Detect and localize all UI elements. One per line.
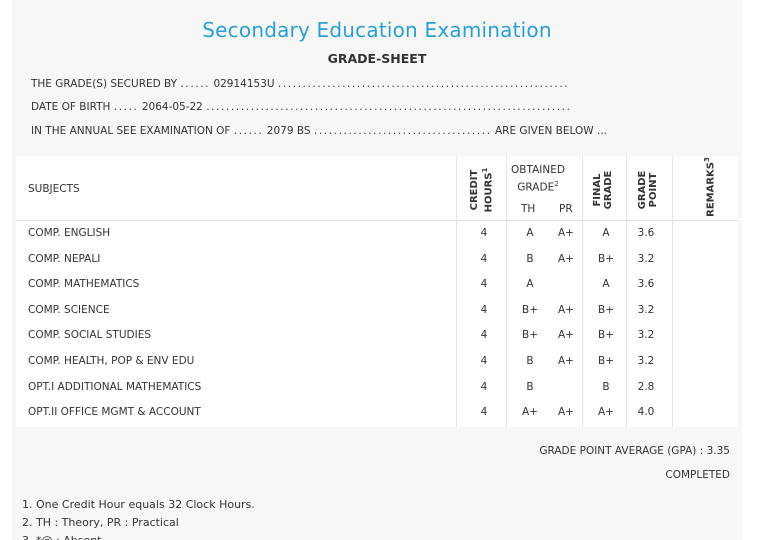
- theory-grade-cell: B: [526, 355, 534, 367]
- theory-grade-cell: B: [526, 380, 534, 393]
- footnote-theory-practical: 2. TH : Theory, PR : Practical: [22, 516, 179, 529]
- subject-cell: OPT.I ADDITIONAL MATHEMATICS: [28, 380, 202, 393]
- credit-hours-cell: 4: [480, 380, 488, 393]
- info-label: DATE OF BIRTH: [31, 101, 111, 113]
- theory-grade-cell: A: [526, 278, 534, 291]
- footnote-absent: 3. *@ : Absent: [22, 532, 255, 540]
- credit-hours-cell: 4: [480, 227, 488, 239]
- practical-grade-cell: A+: [558, 329, 574, 342]
- credit-hours-cell: 4: [480, 278, 488, 291]
- info-dots: ........................................…: [206, 101, 572, 113]
- final-grade-cell: A: [602, 278, 610, 291]
- theory-grade-cell: B+: [521, 329, 538, 342]
- header-grade-point: GRADE POINT: [637, 170, 659, 210]
- grade-point-cell: 4.0: [637, 406, 655, 419]
- table-row: COMP. NEPALI 4 B A+ B+ 3.2: [16, 247, 738, 272]
- gpa-value: 3.35: [706, 445, 730, 457]
- footnote-credit-hours: 1. One Credit Hour equals 32 Clock Hours…: [22, 498, 255, 511]
- info-dots: .....: [113, 101, 139, 113]
- page-title: Secondary Education Examination: [202, 18, 552, 42]
- info-dots: ......: [180, 78, 211, 90]
- info-label: IN THE ANNUAL SEE EXAMINATION OF: [31, 125, 231, 137]
- column-divider: [506, 156, 507, 427]
- date-of-birth-value: 2064-05-22: [141, 101, 203, 113]
- credit-hours-cell: 4: [480, 329, 488, 342]
- practical-grade-cell: A+: [558, 355, 574, 367]
- header-final-grade: FINAL GRADE: [592, 170, 614, 210]
- subject-cell: COMP. MATHEMATICS: [28, 278, 140, 291]
- subject-cell: COMP. SCIENCE: [28, 303, 110, 316]
- theory-grade-cell: B+: [521, 303, 538, 316]
- final-grade-cell: B+: [597, 303, 614, 316]
- grade-point-cell: 3.2: [637, 329, 655, 342]
- info-dots: ........................................…: [277, 78, 570, 90]
- practical-grade-cell: A+: [558, 227, 574, 239]
- result-status: COMPLETED: [665, 469, 730, 481]
- final-grade-cell: A+: [598, 406, 614, 419]
- subject-cell: OPT.II OFFICE MGMT & ACCOUNT: [28, 406, 201, 419]
- table-row: COMP. ENGLISH 4 A A+ A 3.6: [16, 221, 738, 246]
- subject-cell: COMP. ENGLISH: [28, 227, 111, 239]
- credit-hours-cell: 4: [480, 303, 488, 316]
- info-date-of-birth: DATE OF BIRTH ..... 2064-05-22 .........…: [31, 101, 572, 113]
- info-exam-year: IN THE ANNUAL SEE EXAMINATION OF ...... …: [31, 125, 607, 137]
- credit-hours-cell: 4: [480, 355, 488, 367]
- table-row: OPT.II OFFICE MGMT & ACCOUNT 4 A+ A+ A+ 4.0: [16, 400, 738, 425]
- grade-sheet-page: Secondary Education Examination GRADE-SH…: [12, 0, 742, 540]
- grade-point-cell: 3.2: [637, 303, 655, 316]
- practical-grade-cell: A+: [558, 406, 574, 419]
- practical-grade-cell: A+: [558, 252, 574, 265]
- info-label: THE GRADE(S) SECURED BY: [31, 78, 178, 90]
- header-obtained-grade: OBTAINED GRADE2: [511, 164, 565, 194]
- final-grade-cell: B+: [597, 329, 614, 342]
- column-divider: [582, 156, 583, 427]
- final-grade-cell: B+: [597, 252, 614, 265]
- grades-table: SUBJECTS CREDIT HOURS1 OBTAINED GRADE2 T…: [16, 156, 738, 427]
- info-symbol-number: THE GRADE(S) SECURED BY ...... 02914153U…: [31, 78, 569, 90]
- theory-grade-cell: A: [526, 227, 534, 239]
- gpa-summary: GRADE POINT AVERAGE (GPA) : 3.35: [539, 445, 730, 457]
- theory-grade-cell: A+: [522, 406, 538, 419]
- footnotes: 1. One Credit Hour equals 32 Clock Hours…: [22, 496, 255, 540]
- credit-hours-cell: 4: [480, 252, 488, 265]
- table-row: COMP. MATHEMATICS 4 A A 3.6: [16, 272, 738, 297]
- info-dots: ......: [233, 125, 264, 137]
- column-divider: [456, 156, 457, 427]
- header-practical: PR: [559, 203, 573, 215]
- credit-hours-cell: 4: [480, 406, 488, 419]
- subject-cell: COMP. NEPALI: [28, 252, 101, 265]
- column-divider: [626, 156, 627, 427]
- grade-point-cell: 3.6: [637, 278, 655, 291]
- practical-grade-cell: A+: [558, 303, 574, 316]
- final-grade-cell: A: [602, 227, 610, 239]
- subject-cell: COMP. HEALTH, POP & ENV EDU: [28, 355, 195, 367]
- table-row: COMP. SCIENCE 4 B+ A+ B+ 3.2: [16, 298, 738, 323]
- theory-grade-cell: B: [526, 252, 534, 265]
- subject-cell: COMP. SOCIAL STUDIES: [28, 329, 152, 342]
- header-subjects: SUBJECTS: [28, 183, 80, 195]
- info-suffix: ARE GIVEN BELOW ...: [494, 125, 607, 137]
- final-grade-cell: B+: [597, 355, 614, 367]
- gpa-label: GRADE POINT AVERAGE (GPA) :: [539, 445, 704, 457]
- table-row: OPT.I ADDITIONAL MATHEMATICS 4 B B 2.8: [16, 375, 738, 400]
- header-theory: TH: [521, 203, 536, 215]
- final-grade-cell: B: [602, 380, 610, 393]
- exam-year-value: 2079 BS: [266, 125, 311, 137]
- table-row: COMP. HEALTH, POP & ENV EDU 4 B A+ B+ 3.2: [16, 349, 738, 374]
- grade-point-cell: 3.2: [637, 355, 655, 367]
- page-subtitle: GRADE-SHEET: [327, 51, 427, 66]
- header-credit-hours: CREDIT HOURS1: [469, 167, 495, 213]
- symbol-number-value: 02914153U: [213, 78, 275, 90]
- grade-point-cell: 3.2: [637, 252, 655, 265]
- header-remarks: REMARKS3: [703, 157, 717, 217]
- table-row: COMP. SOCIAL STUDIES 4 B+ A+ B+ 3.2: [16, 323, 738, 348]
- column-divider: [672, 156, 673, 427]
- grade-point-cell: 3.6: [637, 227, 655, 239]
- grade-point-cell: 2.8: [637, 380, 655, 393]
- info-dots: ....................................: [313, 125, 492, 137]
- table-header: SUBJECTS CREDIT HOURS1 OBTAINED GRADE2 T…: [16, 156, 738, 221]
